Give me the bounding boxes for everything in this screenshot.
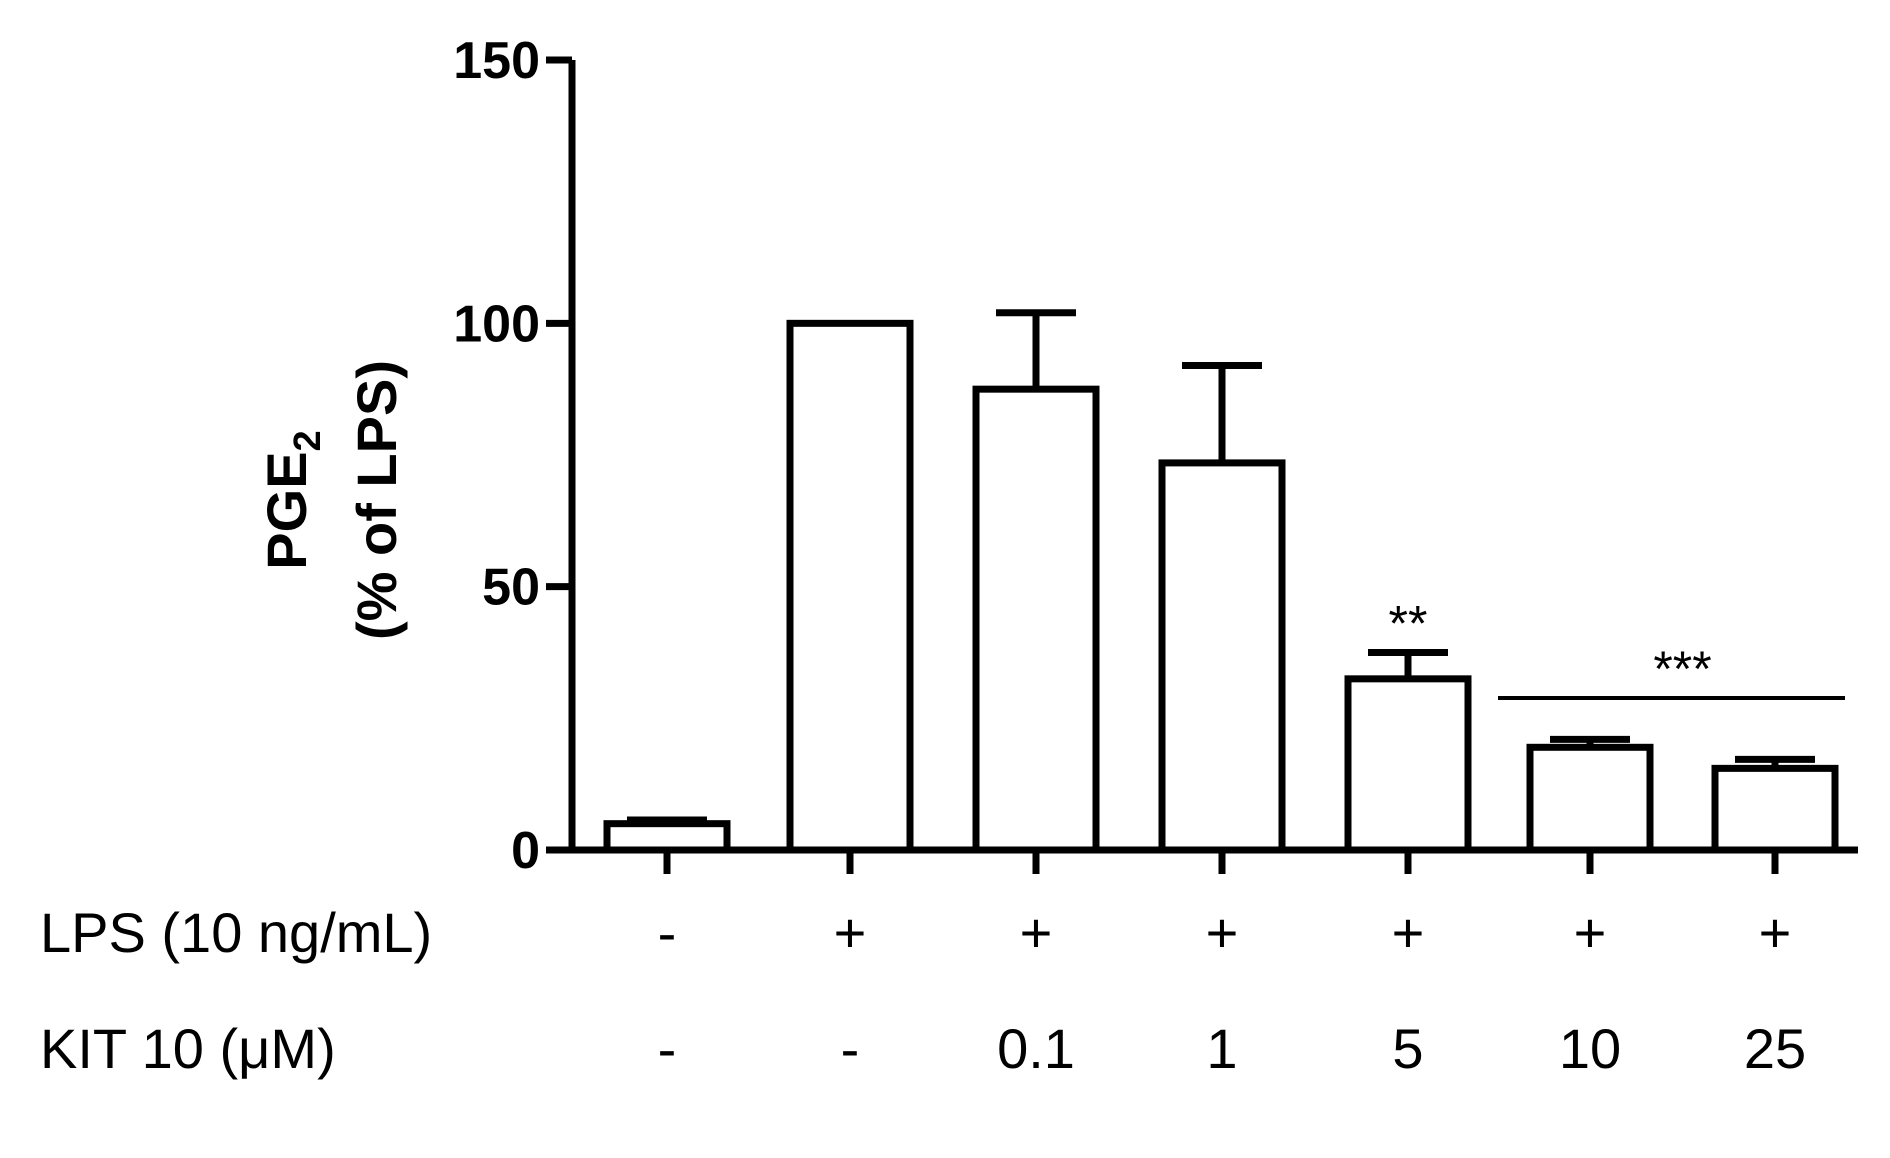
row-value: + — [1020, 901, 1053, 964]
bar — [1158, 459, 1286, 854]
row-value: + — [1392, 901, 1425, 964]
row-value: 5 — [1392, 1017, 1423, 1080]
significance-annotations: ***** — [1389, 596, 1845, 700]
axes: 0 50 100 150 — [453, 32, 1858, 880]
y-axis-label-units: (% of LPS) — [345, 360, 408, 640]
bar — [603, 820, 731, 854]
bar — [1526, 743, 1654, 854]
bar — [786, 319, 914, 854]
svg-text:PGE2: PGE2 — [255, 430, 329, 569]
y-tick-label: 100 — [453, 295, 540, 353]
bar — [1711, 764, 1839, 854]
row-value: 10 — [1559, 1017, 1621, 1080]
y-tick-label: 150 — [453, 32, 540, 90]
row-value: + — [834, 901, 867, 964]
y-tick-label: 0 — [511, 822, 540, 880]
y-tick-label: 50 — [482, 559, 540, 617]
row-value: + — [1759, 901, 1792, 964]
y-axis-label-main: PGE — [255, 451, 318, 569]
bars — [603, 309, 1839, 854]
significance-label: *** — [1653, 641, 1711, 697]
y-axis-label-subscript: 2 — [287, 430, 329, 451]
bar — [1344, 675, 1472, 854]
bar — [972, 385, 1100, 854]
row-value: 0.1 — [997, 1017, 1075, 1080]
row-label: LPS (10 ng/mL) — [40, 901, 432, 964]
row-value: - — [841, 1017, 860, 1080]
row-value: + — [1574, 901, 1607, 964]
y-axis-label: PGE2 (% of LPS) — [255, 360, 408, 640]
row-value: + — [1206, 901, 1239, 964]
significance-label: ** — [1389, 596, 1428, 652]
row-value: - — [658, 901, 677, 964]
row-value: 1 — [1206, 1017, 1237, 1080]
row-value: - — [658, 1017, 677, 1080]
row-value: 25 — [1744, 1017, 1806, 1080]
row-label: KIT 10 (μM) — [40, 1017, 336, 1080]
condition-rows: LPS (10 ng/mL) - + + + + + + KIT 10 (μM) - - 0.1 1 5 1… — [40, 901, 1806, 1080]
